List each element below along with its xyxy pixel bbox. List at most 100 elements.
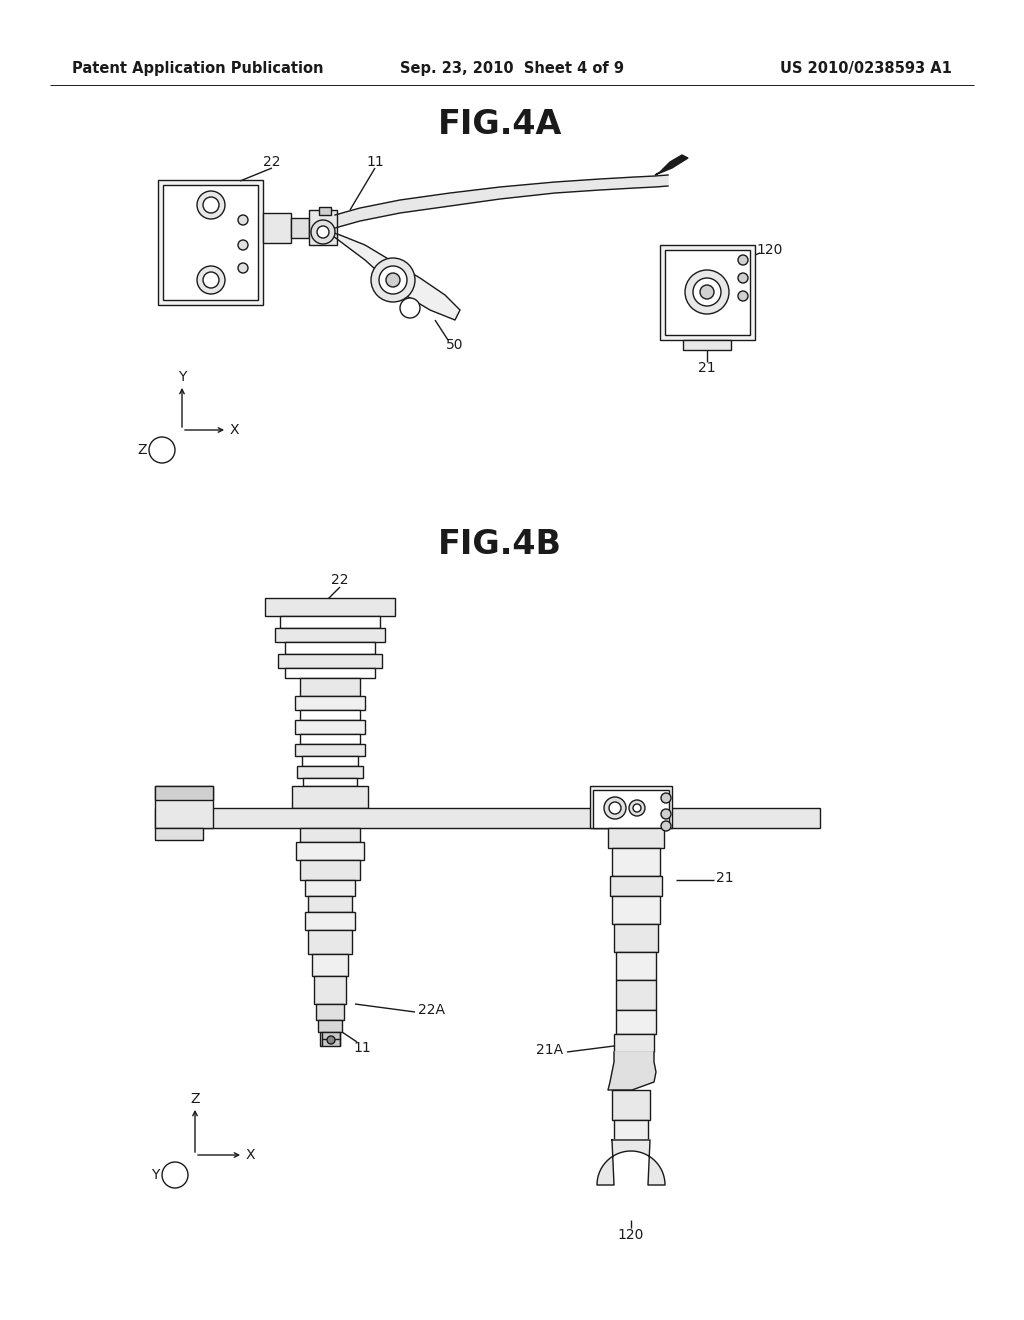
Text: X: X xyxy=(229,422,239,437)
Bar xyxy=(319,207,331,215)
Polygon shape xyxy=(608,1052,656,1090)
Circle shape xyxy=(662,809,671,818)
Bar xyxy=(309,210,337,246)
Circle shape xyxy=(609,803,621,814)
Circle shape xyxy=(371,257,415,302)
Circle shape xyxy=(162,1162,188,1188)
Text: 120: 120 xyxy=(757,243,783,257)
Text: 50: 50 xyxy=(446,338,464,352)
Text: 11: 11 xyxy=(353,1041,371,1055)
Circle shape xyxy=(238,263,248,273)
Circle shape xyxy=(700,285,714,300)
Bar xyxy=(616,1010,656,1034)
Bar xyxy=(610,876,662,896)
Bar xyxy=(292,785,368,808)
Bar xyxy=(265,598,395,616)
Circle shape xyxy=(633,804,641,812)
Bar xyxy=(285,668,375,678)
Bar xyxy=(302,756,358,766)
Bar xyxy=(614,1119,648,1140)
Bar xyxy=(590,785,672,828)
Bar xyxy=(614,924,658,952)
Bar xyxy=(318,1020,342,1032)
Circle shape xyxy=(693,279,721,306)
Text: Y: Y xyxy=(151,1168,159,1181)
Circle shape xyxy=(604,797,626,818)
Bar xyxy=(300,861,360,880)
Bar xyxy=(285,642,375,653)
Circle shape xyxy=(738,273,748,282)
Circle shape xyxy=(629,800,645,816)
Circle shape xyxy=(662,793,671,803)
Circle shape xyxy=(685,271,729,314)
Circle shape xyxy=(317,226,329,238)
Circle shape xyxy=(738,290,748,301)
Bar xyxy=(660,246,755,341)
Bar xyxy=(155,828,203,840)
Polygon shape xyxy=(655,154,688,176)
Bar xyxy=(314,975,346,1005)
Text: Z: Z xyxy=(190,1092,200,1106)
Bar xyxy=(614,1034,654,1052)
Bar xyxy=(305,880,355,896)
Text: 22: 22 xyxy=(331,573,349,587)
Bar xyxy=(300,734,360,744)
Text: X: X xyxy=(246,1148,255,1162)
Text: 21: 21 xyxy=(716,871,733,884)
Bar xyxy=(158,180,263,305)
Bar xyxy=(300,828,360,842)
Bar xyxy=(612,847,660,876)
Bar xyxy=(308,931,352,954)
Bar xyxy=(295,744,365,756)
Polygon shape xyxy=(325,230,460,319)
Circle shape xyxy=(311,220,335,244)
Bar xyxy=(308,896,352,912)
Bar xyxy=(275,628,385,642)
Text: 22: 22 xyxy=(263,154,281,169)
Bar xyxy=(163,185,258,300)
Circle shape xyxy=(400,298,420,318)
Bar xyxy=(316,1005,344,1020)
Bar xyxy=(665,249,750,335)
Text: 21: 21 xyxy=(698,360,716,375)
Bar xyxy=(280,616,380,628)
Text: 120: 120 xyxy=(617,1228,644,1242)
Circle shape xyxy=(379,267,407,294)
Text: 22A: 22A xyxy=(418,1003,445,1016)
Bar xyxy=(303,777,357,785)
Bar xyxy=(616,952,656,979)
Bar xyxy=(683,341,731,350)
Circle shape xyxy=(197,267,225,294)
Bar xyxy=(608,828,664,847)
Bar xyxy=(291,218,309,238)
Text: 21A: 21A xyxy=(537,1043,563,1057)
Bar xyxy=(593,789,669,828)
Bar xyxy=(278,653,382,668)
Text: Patent Application Publication: Patent Application Publication xyxy=(72,61,324,75)
Bar xyxy=(155,808,820,828)
Bar xyxy=(319,1032,340,1045)
Bar xyxy=(305,912,355,931)
Polygon shape xyxy=(335,176,668,228)
Bar xyxy=(300,678,360,696)
Polygon shape xyxy=(597,1140,665,1185)
Circle shape xyxy=(203,197,219,213)
Bar xyxy=(297,766,362,777)
Circle shape xyxy=(738,255,748,265)
Circle shape xyxy=(662,821,671,832)
Bar xyxy=(295,696,365,710)
Text: Z: Z xyxy=(137,444,146,457)
Bar xyxy=(312,954,348,975)
Circle shape xyxy=(238,215,248,224)
Text: FIG.4A: FIG.4A xyxy=(438,108,562,141)
Text: 11: 11 xyxy=(367,154,384,169)
Circle shape xyxy=(386,273,400,286)
Text: FIG.4B: FIG.4B xyxy=(438,528,562,561)
Bar xyxy=(295,719,365,734)
Bar xyxy=(612,896,660,924)
Circle shape xyxy=(150,437,175,463)
Bar xyxy=(155,785,213,828)
Bar xyxy=(300,710,360,719)
Circle shape xyxy=(327,1036,335,1044)
Bar xyxy=(616,979,656,1010)
